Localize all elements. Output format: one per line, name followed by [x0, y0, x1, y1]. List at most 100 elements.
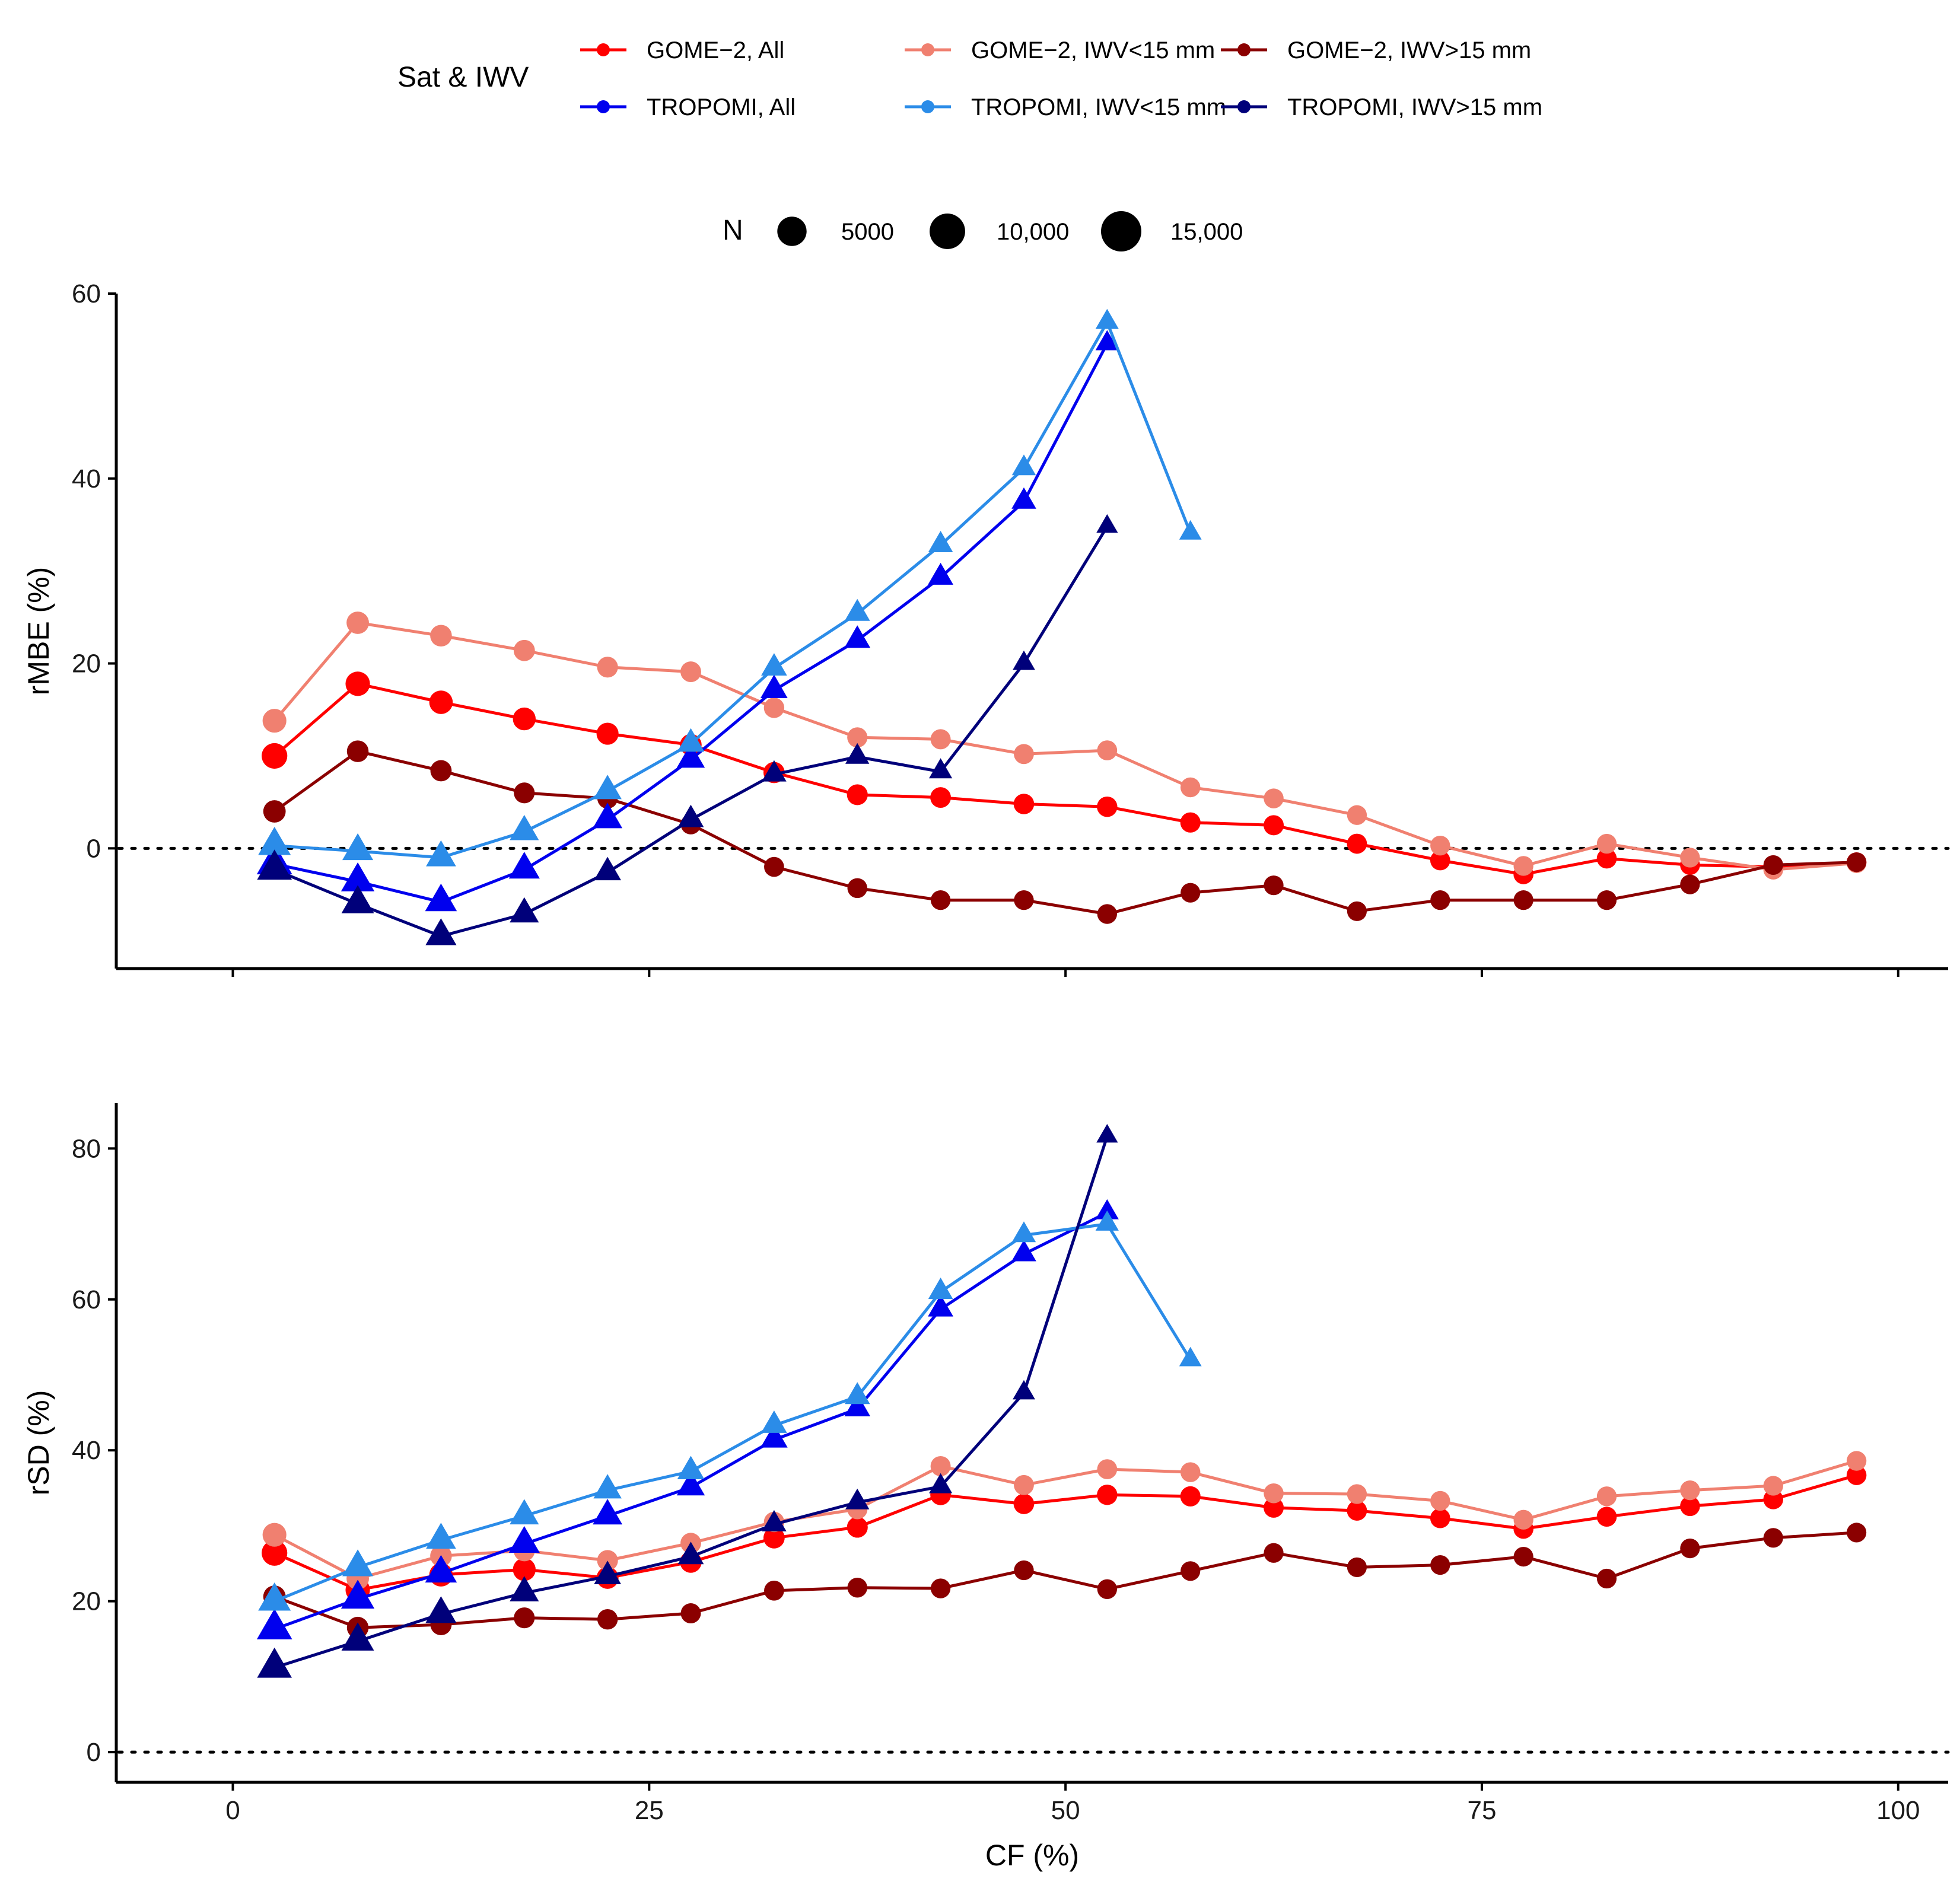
data-point-tropomi-all: [761, 674, 788, 698]
data-point-gome-2-iwv-15-mm: [1763, 1528, 1783, 1548]
data-point-tropomi-all: [341, 862, 375, 891]
data-point-tropomi-iwv-15-mm: [677, 728, 705, 752]
x-axis-title: CF (%): [985, 1839, 1079, 1872]
legend-item-gome-2-iwv-15-mm: GOME−2, IWV>15 mm: [1221, 37, 1531, 63]
data-point-gome-2-iwv-15-mm: [346, 740, 369, 762]
data-point-gome-2-all: [596, 722, 619, 745]
size-legend-dot: [1101, 211, 1141, 251]
data-point-tropomi-iwv-15-mm: [341, 1622, 374, 1651]
data-point-tropomi-iwv-15-mm: [677, 804, 704, 827]
data-point-gome-2-all: [1013, 1493, 1035, 1514]
data-point-tropomi-iwv-15-mm: [845, 743, 870, 764]
data-point-gome-2-iwv-15-mm: [930, 1456, 951, 1476]
data-point-gome-2-iwv-15-mm: [1180, 1462, 1201, 1482]
data-point-tropomi-all: [844, 625, 871, 648]
data-point-gome-2-iwv-15-mm: [1846, 1451, 1867, 1471]
size-legend-item-15-000: 15,000: [1101, 211, 1243, 251]
data-point-tropomi-iwv-15-mm: [257, 849, 292, 880]
data-point-gome-2-all: [1596, 848, 1617, 869]
data-point-gome-2-iwv-15-mm: [1430, 1491, 1450, 1511]
data-point-gome-2-iwv-15-mm: [1680, 874, 1700, 894]
data-point-gome-2-iwv-15-mm: [513, 639, 535, 661]
data-point-tropomi-all: [1011, 487, 1036, 509]
series-line-tropomi-iwv-15-mm: [273, 320, 1192, 859]
series-line-gome-2-iwv-15-mm: [273, 750, 1859, 916]
y-tick-label: 20: [72, 1587, 101, 1616]
data-point-tropomi-all: [928, 1294, 953, 1317]
legend-label: TROPOMI, All: [647, 94, 796, 120]
data-point-gome-2-iwv-15-mm: [1014, 744, 1034, 765]
data-point-tropomi-all: [425, 1555, 457, 1583]
data-point-gome-2-iwv-15-mm: [1097, 740, 1118, 760]
data-point-tropomi-all: [1095, 1199, 1119, 1219]
data-point-gome-2-iwv-15-mm: [1097, 1579, 1117, 1599]
data-point-tropomi-all: [1095, 330, 1119, 351]
data-point-gome-2-iwv-15-mm: [1680, 1480, 1700, 1501]
data-point-tropomi-all: [676, 743, 705, 768]
data-point-gome-2-iwv-15-mm: [1596, 1486, 1617, 1507]
data-point-gome-2-iwv-15-mm: [346, 612, 369, 634]
legend-label: TROPOMI, IWV<15 mm: [971, 94, 1226, 120]
data-point-tropomi-iwv-15-mm: [594, 1560, 621, 1584]
y-tick-label: 0: [87, 1738, 101, 1767]
data-point-gome-2-all: [345, 671, 370, 696]
data-point-gome-2-iwv-15-mm: [262, 1523, 287, 1547]
size-legend-item-5000: 5000: [777, 216, 894, 246]
data-point-tropomi-iwv-15-mm: [510, 1576, 539, 1601]
data-point-gome-2-iwv-15-mm: [1180, 777, 1201, 798]
data-point-tropomi-iwv-15-mm: [258, 827, 291, 855]
data-point-gome-2-all: [1846, 1465, 1867, 1485]
data-point-gome-2-iwv-15-mm: [262, 709, 287, 733]
data-point-tropomi-iwv-15-mm: [593, 775, 622, 800]
legend-item-tropomi-all: TROPOMI, All: [580, 94, 796, 120]
y-tick-label: 40: [72, 1436, 101, 1465]
data-point-gome-2-iwv-15-mm: [1097, 904, 1117, 924]
data-point-gome-2-all: [1180, 1486, 1201, 1507]
data-point-gome-2-all: [1264, 815, 1284, 836]
y-axis-title: rMBE (%): [22, 567, 55, 696]
data-point-gome-2-iwv-15-mm: [1430, 835, 1450, 856]
x-tick-label: 75: [1467, 1796, 1496, 1825]
legend-item-gome-2-all: GOME−2, All: [580, 37, 784, 63]
data-point-tropomi-iwv-15-mm: [426, 840, 456, 867]
y-tick-label: 60: [72, 1285, 101, 1314]
data-point-tropomi-iwv-15-mm: [1095, 308, 1119, 329]
data-point-tropomi-iwv-15-mm: [677, 1542, 704, 1565]
data-point-gome-2-iwv-15-mm: [1264, 875, 1284, 896]
legend-key-marker: [921, 100, 934, 113]
data-point-tropomi-iwv-15-mm: [342, 1549, 374, 1577]
data-point-tropomi-all: [761, 1424, 788, 1448]
data-point-tropomi-iwv-15-mm: [762, 1509, 787, 1531]
data-point-tropomi-iwv-15-mm: [1011, 1221, 1036, 1243]
data-point-tropomi-iwv-15-mm: [761, 1410, 787, 1433]
data-point-tropomi-iwv-15-mm: [1013, 1380, 1035, 1400]
legend-key-marker: [1237, 100, 1251, 113]
data-point-gome-2-all: [262, 1540, 288, 1566]
data-point-tropomi-iwv-15-mm: [1179, 520, 1202, 540]
data-point-gome-2-iwv-15-mm: [1347, 805, 1367, 825]
data-point-gome-2-iwv-15-mm: [1513, 1509, 1533, 1530]
data-point-tropomi-iwv-15-mm: [1013, 650, 1035, 670]
data-point-gome-2-all: [513, 1558, 536, 1581]
y-tick-label: 40: [72, 464, 101, 493]
legend-key-marker: [597, 43, 610, 56]
data-point-gome-2-iwv-15-mm: [1347, 1557, 1367, 1578]
y-axis-title: rSD (%): [22, 1390, 55, 1496]
data-point-tropomi-iwv-15-mm: [761, 653, 787, 676]
data-point-tropomi-iwv-15-mm: [341, 885, 374, 913]
series-line-gome-2-iwv-15-mm: [273, 621, 1859, 871]
data-point-tropomi-iwv-15-mm: [1096, 514, 1118, 533]
data-point-tropomi-iwv-15-mm: [257, 1647, 292, 1678]
data-point-gome-2-iwv-15-mm: [1014, 890, 1034, 910]
size-legend-item-10-000: 10,000: [930, 214, 1069, 249]
data-point-tropomi-all: [593, 802, 623, 829]
data-point-tropomi-iwv-15-mm: [929, 758, 953, 779]
data-point-gome-2-iwv-15-mm: [430, 625, 452, 647]
data-point-gome-2-all: [1013, 794, 1035, 814]
data-point-gome-2-iwv-15-mm: [1264, 788, 1284, 808]
data-point-gome-2-iwv-15-mm: [1014, 1474, 1034, 1495]
data-point-gome-2-iwv-15-mm: [1596, 890, 1617, 910]
legend-label: GOME−2, All: [647, 37, 784, 63]
data-point-gome-2-all: [1347, 833, 1367, 854]
data-point-tropomi-all: [676, 1471, 705, 1496]
